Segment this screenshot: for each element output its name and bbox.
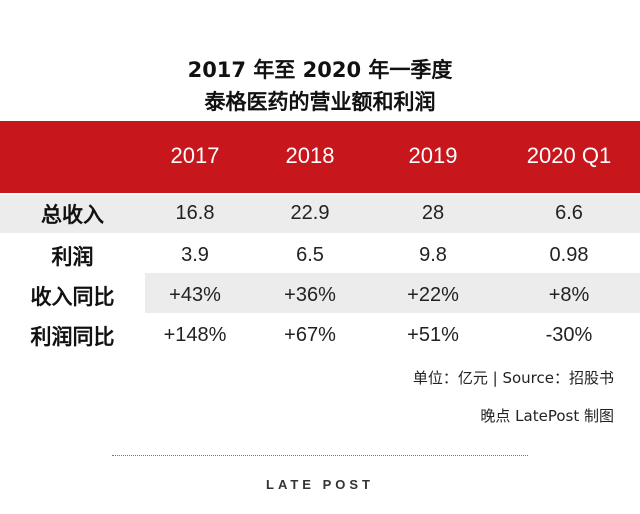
table-cell: +22% [407, 284, 459, 306]
table-cell: 28 [421, 202, 445, 224]
column-header-2019: 2019 [408, 143, 458, 168]
table-cell: 22.9 [290, 202, 330, 224]
table-cell: 9.8 [419, 244, 447, 266]
table-cell: +43% [169, 284, 221, 306]
table-cell: 6.5 [296, 244, 324, 266]
table-cell: 16.8 [175, 202, 215, 224]
row-label-profit-yoy: 利润同比 [30, 325, 115, 349]
table-cell: -30% [545, 324, 593, 346]
row-label-revenue: 总收入 [41, 203, 104, 227]
table-header-band [0, 121, 640, 193]
table-row-band-3 [145, 273, 640, 313]
table-cell: +8% [548, 284, 590, 306]
latepost-logo: LATE POST [266, 477, 374, 492]
unit-source-note: 单位：亿元 | Source：招股书 [412, 369, 614, 387]
credit-note: 晚点 LatePost 制图 [480, 407, 614, 425]
table-row-band-1 [0, 195, 640, 233]
table-cell: +36% [284, 284, 336, 306]
table-cell: 6.6 [555, 202, 583, 224]
chart-title-line-1: 2017 年至 2020 年一季度 [187, 58, 453, 82]
dotted-divider [112, 455, 528, 456]
column-header-2017: 2017 [170, 143, 220, 168]
table-cell: +67% [284, 324, 336, 346]
column-header-2020-q1: 2020 Q1 [526, 143, 612, 168]
chart-title-line-2: 泰格医药的营业额和利润 [204, 90, 436, 114]
table-cell: 3.9 [181, 244, 209, 266]
column-header-2018: 2018 [285, 143, 335, 168]
table-cell: +51% [407, 324, 459, 346]
row-label-revenue-yoy: 收入同比 [30, 285, 115, 309]
table-cell: 0.98 [549, 244, 589, 266]
table-cell: +148% [163, 324, 227, 346]
row-label-profit: 利润 [51, 245, 94, 269]
